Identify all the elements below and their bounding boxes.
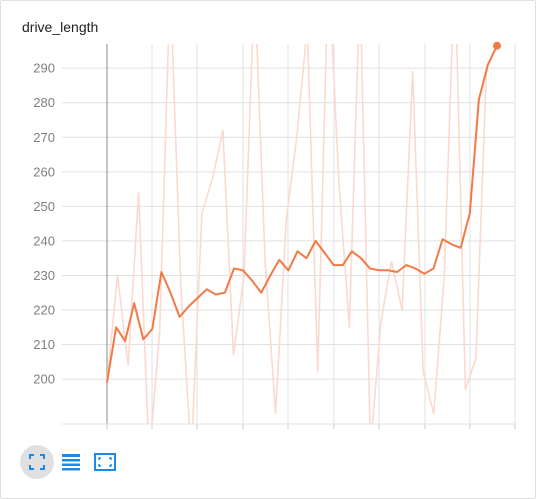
smoothed-series [106,45,498,383]
y-tick-label: 210 [33,337,55,352]
y-tick-label: 230 [33,268,55,283]
last-point-marker[interactable] [493,41,501,50]
y-tick-label: 220 [33,303,55,318]
y-tick-label: 240 [33,233,55,248]
y-tick-labels: 200 210 220 230 240 250 260 270 280 290 [33,61,55,387]
raw-series [106,44,498,424]
x-axis-ticks [62,423,516,429]
y-tick-label: 270 [33,130,55,145]
y-tick-label: 260 [33,164,55,179]
fit-to-data-icon [29,454,45,470]
y-tick-label: 250 [33,199,55,214]
y-tick-label: 200 [33,372,55,387]
y-tick-label: 280 [33,95,55,110]
raw-series-line [106,44,498,424]
toggle-log-scale-icon [62,454,80,471]
fit-to-data-button[interactable] [20,445,54,479]
toggle-log-scale-button[interactable] [54,445,88,479]
smoothed-series-line [106,45,498,383]
reset-zoom-button[interactable] [88,445,122,479]
reset-zoom-icon [94,453,116,471]
chart-title: drive_length [22,19,99,35]
y-tick-label: 290 [33,61,55,76]
vertical-gridlines [106,44,516,424]
chart-toolbar [20,445,122,479]
